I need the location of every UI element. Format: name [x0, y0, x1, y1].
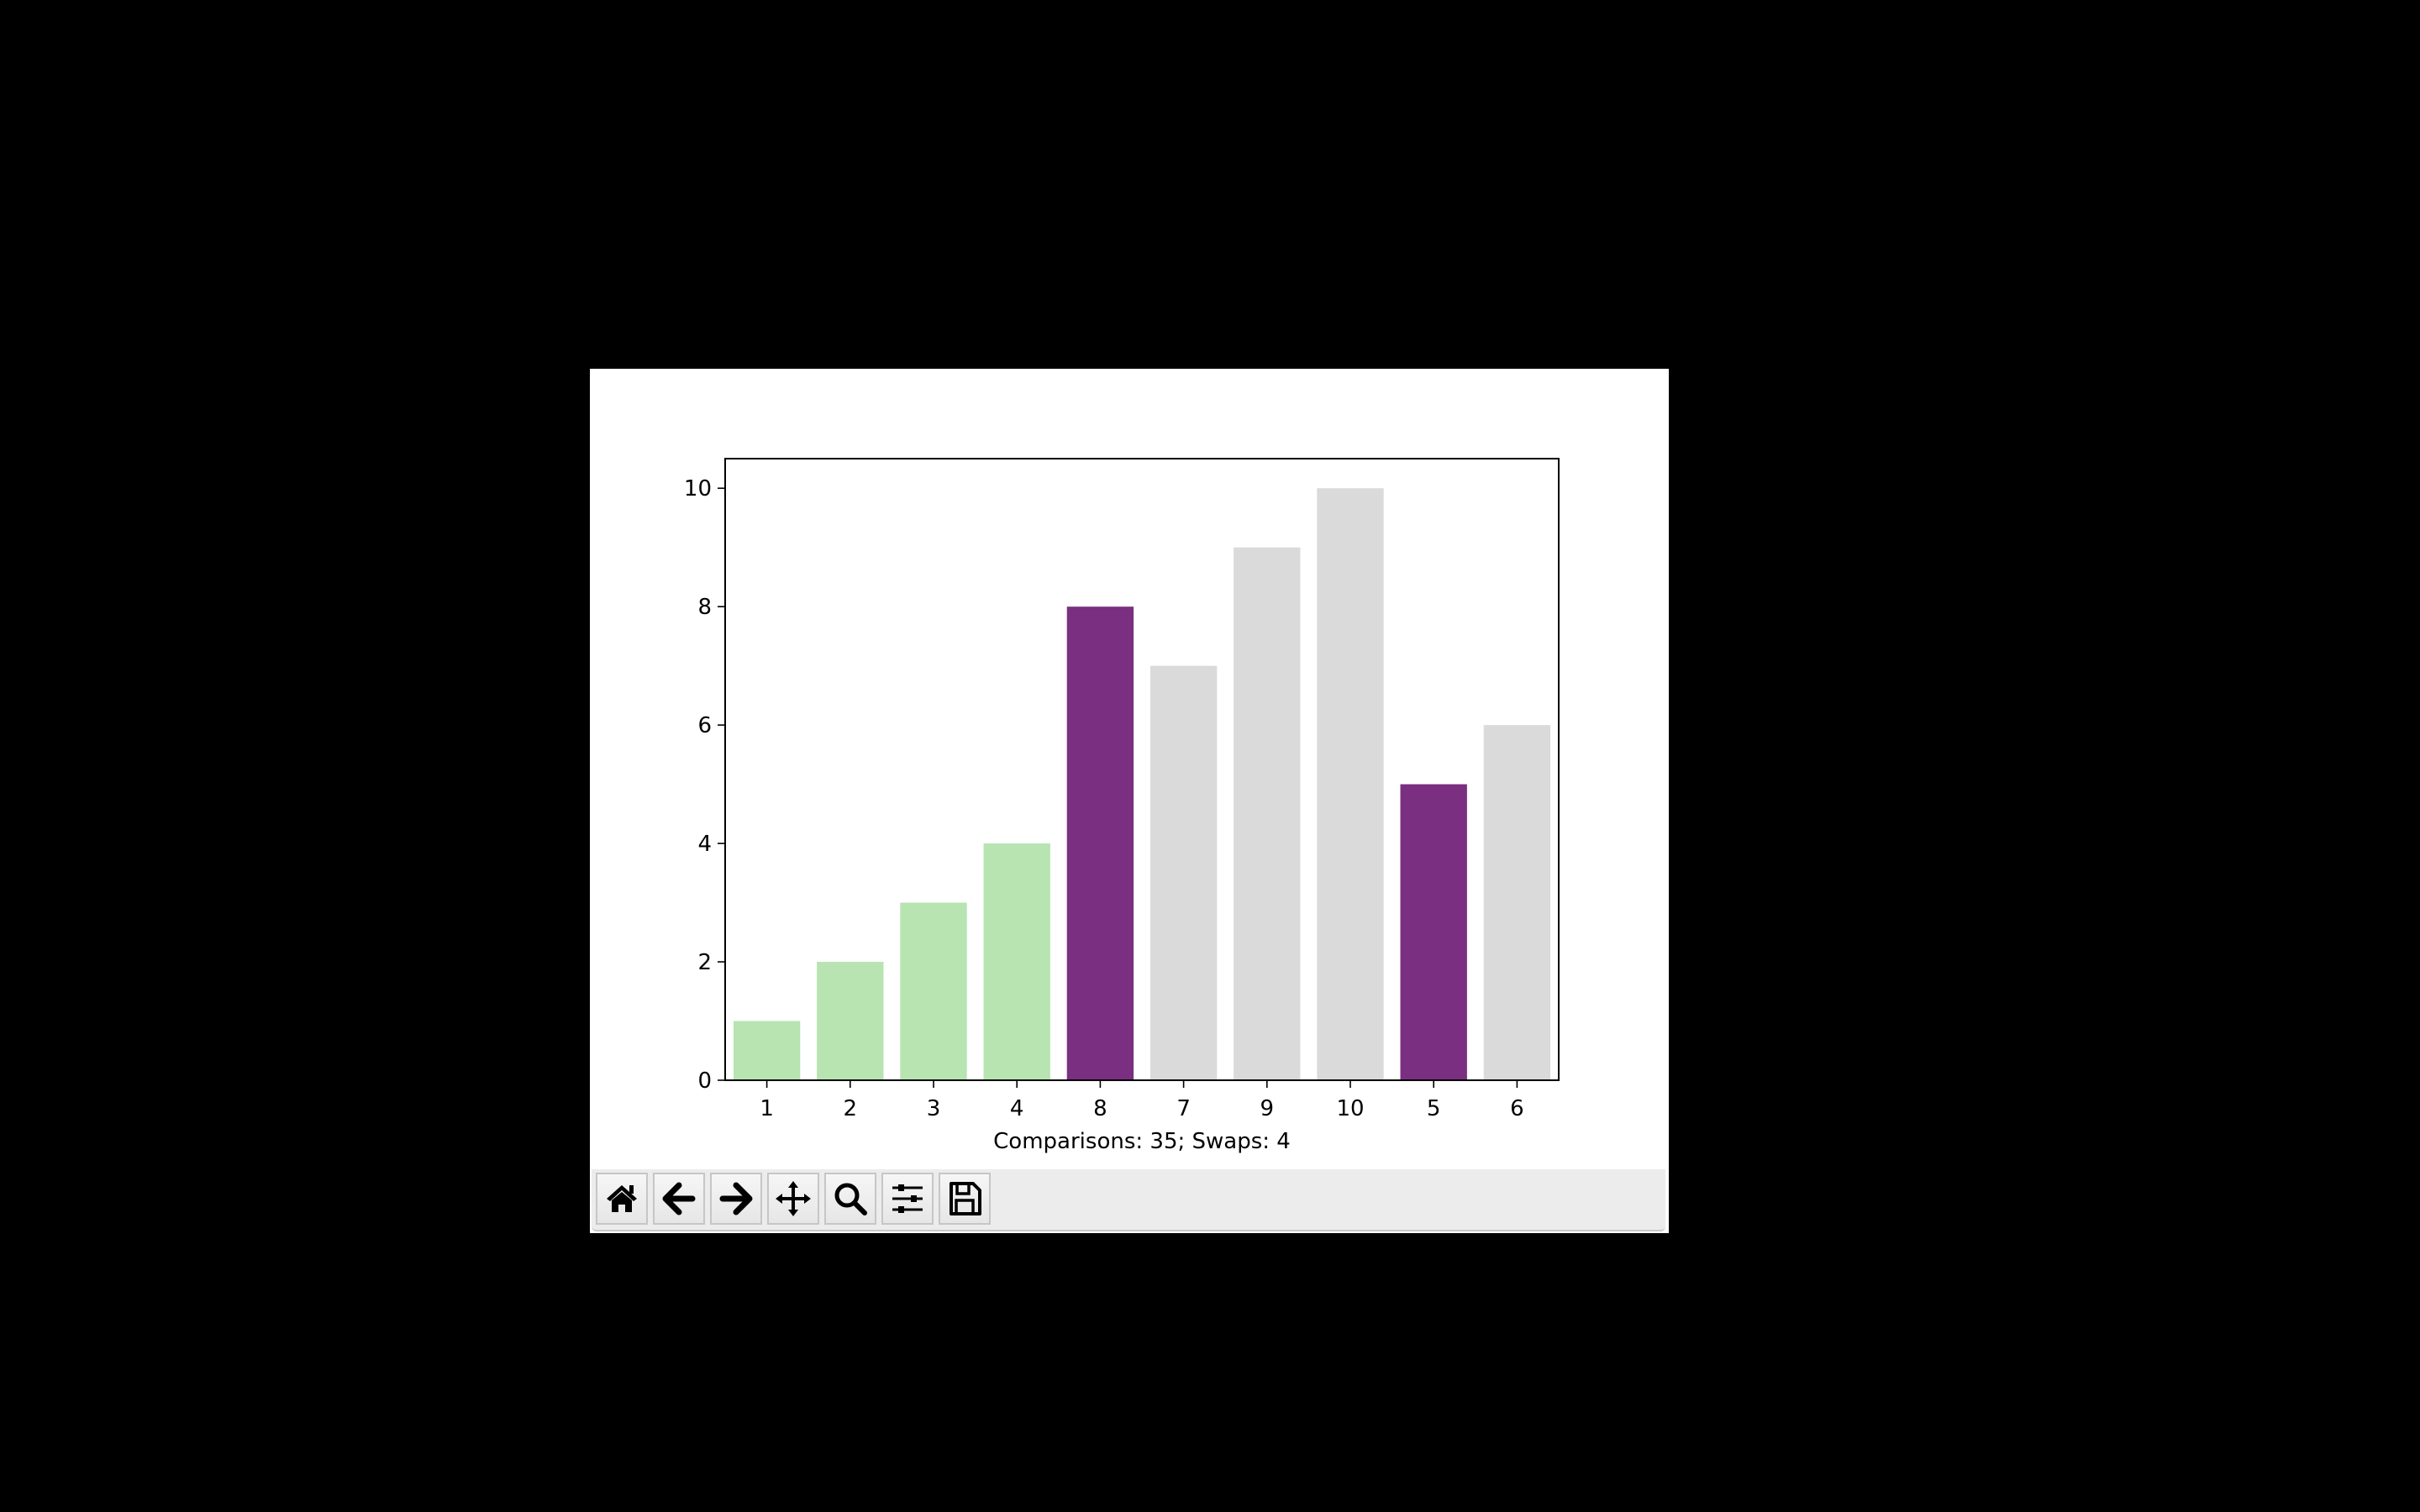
sliders-configure-icon — [892, 1184, 923, 1213]
bar-1 — [733, 1021, 801, 1080]
x-tick-label: 4 — [1010, 1096, 1024, 1121]
x-tick-label: 10 — [1336, 1096, 1364, 1121]
bar-7 — [1150, 665, 1218, 1080]
bar-5 — [1400, 784, 1467, 1080]
navigation-toolbar — [592, 1169, 1665, 1231]
zoom-button[interactable] — [824, 1173, 876, 1225]
axes-frame — [724, 458, 1560, 1081]
y-tick-label: 0 — [697, 1068, 712, 1094]
save-button[interactable] — [939, 1173, 991, 1225]
bar-2 — [817, 962, 884, 1080]
y-tick-label: 8 — [697, 595, 712, 620]
bar-3 — [900, 902, 967, 1080]
bar-9 — [1234, 547, 1301, 1080]
back-button[interactable] — [653, 1173, 705, 1225]
y-tick-label: 10 — [684, 476, 712, 501]
configure-subplots-button[interactable] — [881, 1173, 934, 1225]
y-tick-label: 2 — [697, 950, 712, 975]
y-tick-label: 6 — [697, 713, 712, 738]
back-arrow-icon — [662, 1182, 696, 1215]
x-tick-label: 8 — [1093, 1096, 1107, 1121]
pan-move-icon — [776, 1181, 811, 1216]
bar-10 — [1317, 488, 1384, 1080]
x-tick-label: 3 — [927, 1096, 941, 1121]
x-axis-label: Comparisons: 35; Swaps: 4 — [993, 1129, 1291, 1154]
y-tick-label: 4 — [697, 832, 712, 857]
x-tick-label: 1 — [760, 1096, 774, 1121]
bar-6 — [1483, 725, 1551, 1080]
figure-window: 1 2 3 4 8 7 9 10 5 6 0 2 4 6 8 10 Comparisons: 35; Swaps… — [590, 369, 1669, 1233]
forward-button[interactable] — [710, 1173, 762, 1225]
bar-8 — [1066, 606, 1134, 1080]
home-button[interactable] — [596, 1173, 648, 1225]
zoom-magnifier-icon — [834, 1183, 867, 1215]
bar-4 — [983, 843, 1050, 1080]
x-tick-label: 7 — [1176, 1096, 1191, 1121]
x-tick-label: 6 — [1510, 1096, 1524, 1121]
forward-arrow-icon — [719, 1182, 753, 1215]
home-icon — [607, 1185, 637, 1212]
x-tick-label: 9 — [1260, 1096, 1275, 1121]
x-tick-label: 5 — [1427, 1096, 1441, 1121]
pan-button[interactable] — [767, 1173, 819, 1225]
bar-chart: 1 2 3 4 8 7 9 10 5 6 0 2 4 6 8 10 Comparisons: 35; Swaps… — [684, 458, 1560, 1154]
floppy-save-icon — [950, 1182, 981, 1215]
x-tick-label: 2 — [844, 1096, 858, 1121]
